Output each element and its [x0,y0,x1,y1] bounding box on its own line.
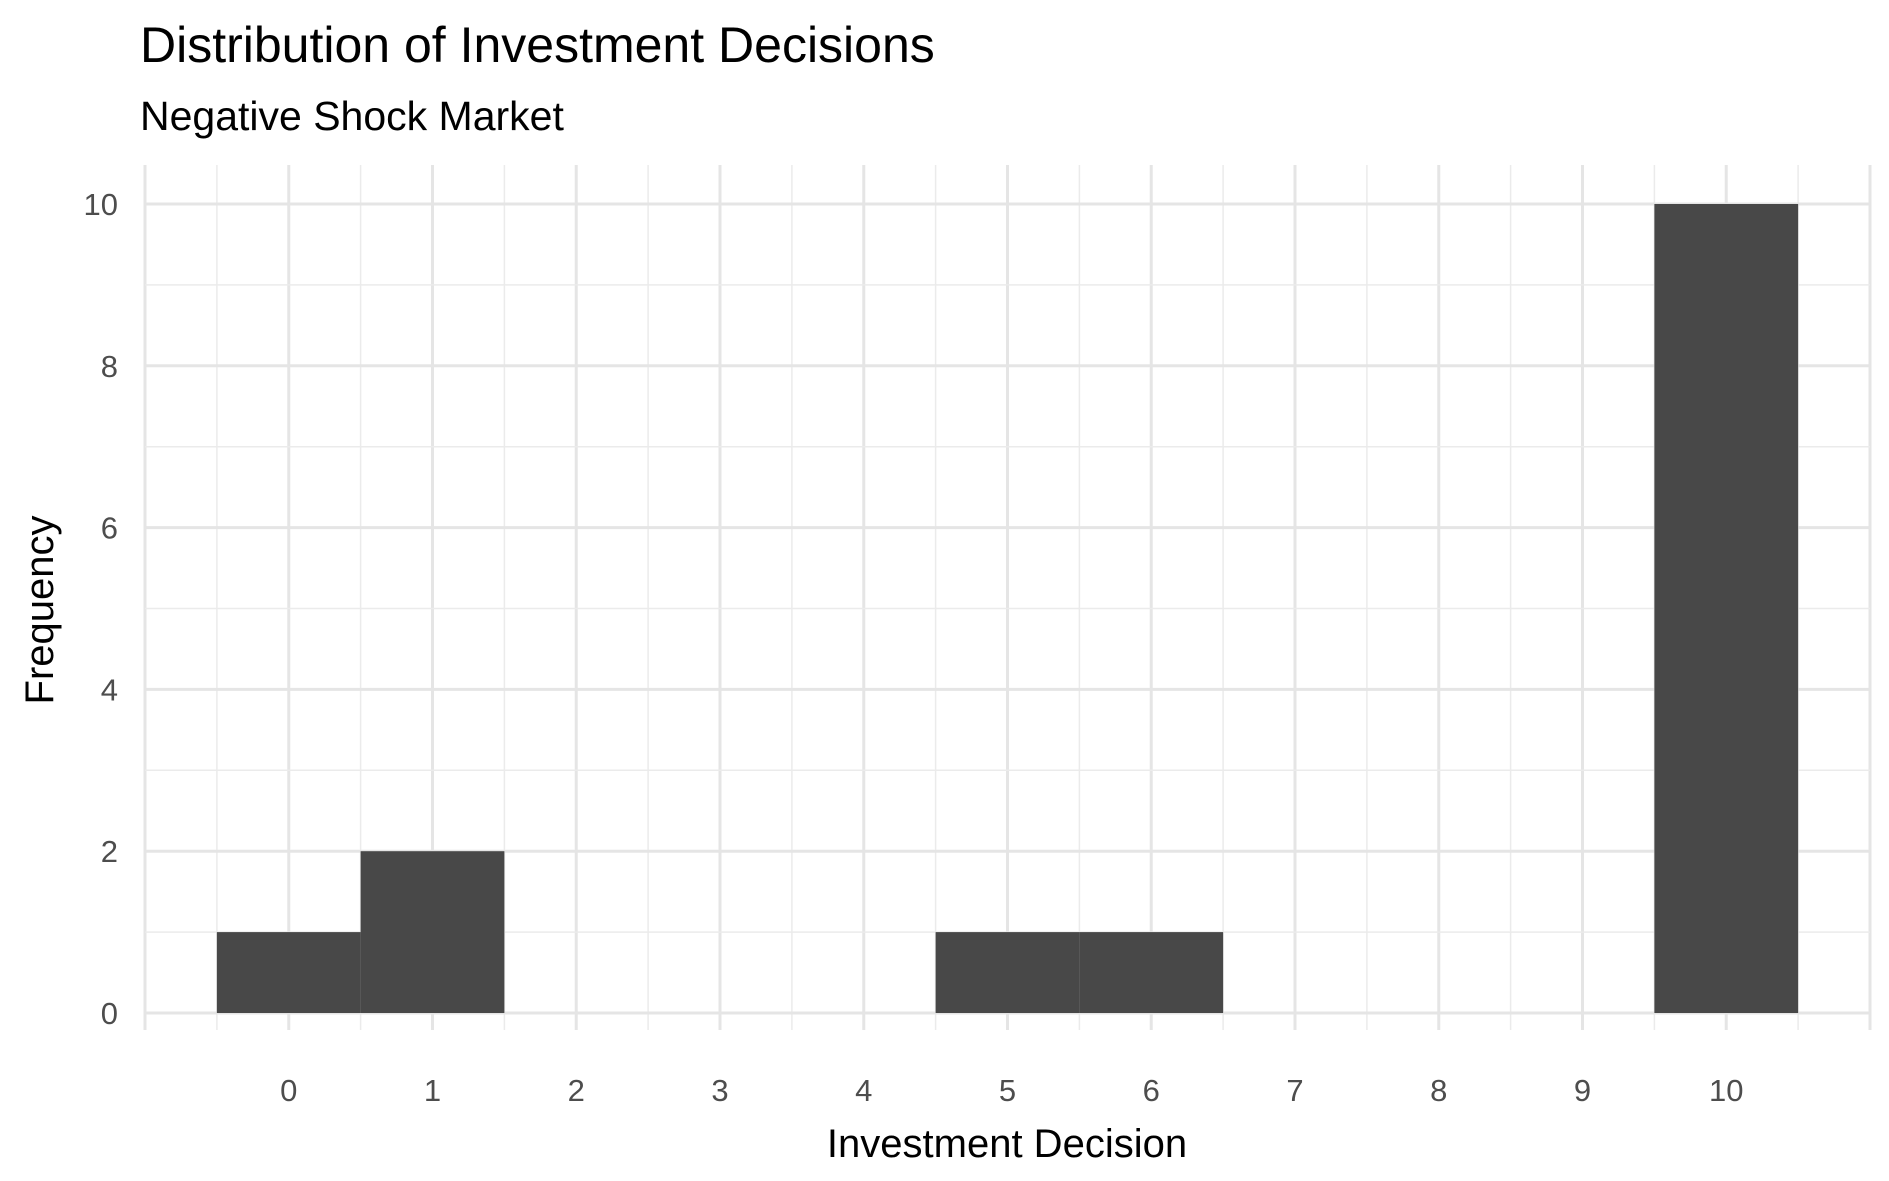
chart-title: Distribution of Investment Decisions [140,17,935,73]
x-tick-label: 0 [280,1073,297,1108]
y-axis-title: Frequency [18,516,62,705]
histogram-bar [935,932,1080,1013]
x-tick-label: 5 [999,1073,1016,1108]
x-tick-label: 8 [1430,1073,1447,1108]
x-tick-label: 10 [1709,1073,1743,1108]
x-tick-label: 1 [424,1073,441,1108]
x-tick-label: 2 [568,1073,585,1108]
y-tick-label: 0 [101,996,118,1031]
histogram-bar [1654,204,1799,1013]
x-axis-title: Investment Decision [827,1122,1187,1166]
y-tick-label: 8 [101,349,118,384]
x-tick-label: 4 [855,1073,872,1108]
histogram-bar [1079,932,1224,1013]
x-tick-label: 9 [1574,1073,1591,1108]
y-tick-label: 4 [101,672,118,707]
histogram-bar [216,932,361,1013]
histogram-bar [360,851,505,1013]
x-tick-label: 3 [711,1073,728,1108]
x-tick-label: 6 [1143,1073,1160,1108]
chart-subtitle: Negative Shock Market [140,93,564,139]
y-tick-label: 10 [84,187,118,222]
x-axis-ticks: 0 1 2 3 4 5 6 7 8 9 10 [280,1073,1743,1108]
y-tick-label: 6 [101,511,118,546]
y-axis-ticks: 0 2 4 6 8 10 [84,187,118,1031]
x-tick-label: 7 [1286,1073,1303,1108]
bars [216,204,1799,1013]
y-tick-label: 2 [101,834,118,869]
